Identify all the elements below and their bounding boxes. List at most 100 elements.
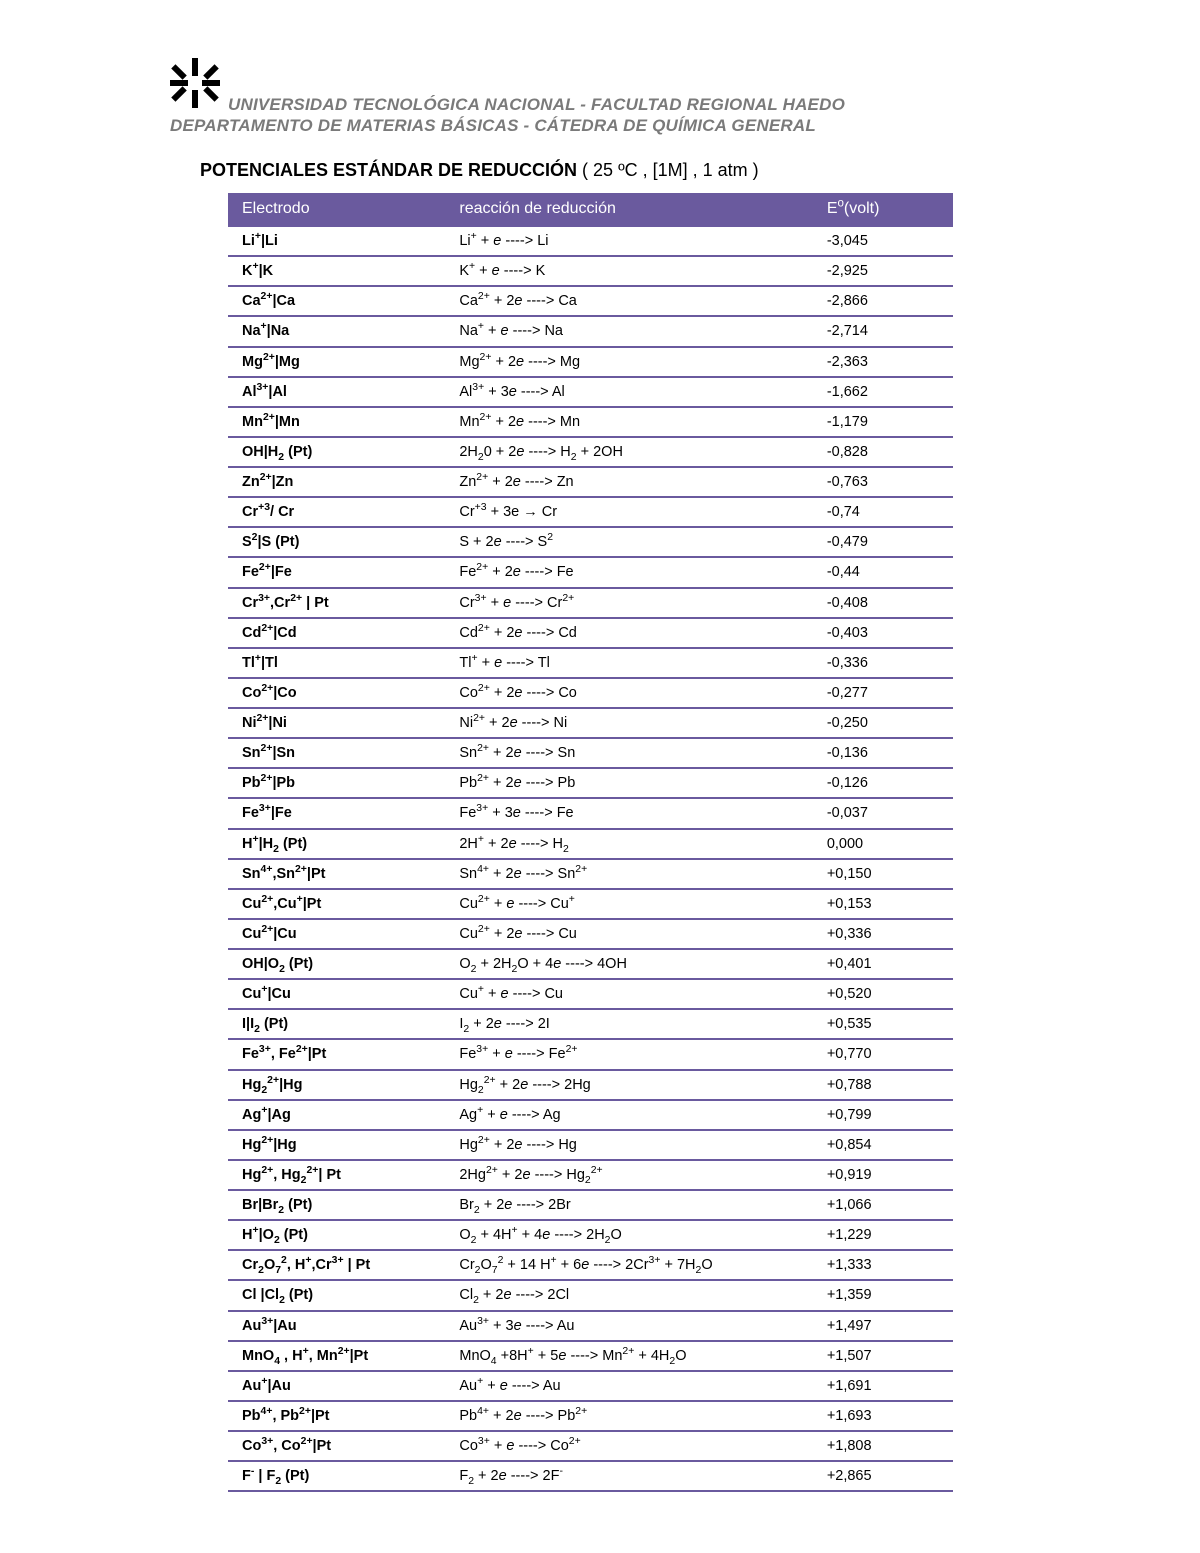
cell-reaction: O2 + 4H+ + 4e ----> 2H2O [445, 1220, 812, 1250]
cell-electrode: Br|Br2 (Pt) [228, 1190, 445, 1220]
table-row: Hg22+|HgHg22+ + 2e ----> 2Hg+0,788 [228, 1070, 953, 1100]
cell-electrode: Na+|Na [228, 316, 445, 346]
table-row: Hg2+, Hg22+| Pt2Hg2+ + 2e ----> Hg22++0,… [228, 1160, 953, 1190]
cell-potential: +1,507 [813, 1341, 953, 1371]
cell-electrode: K+|K [228, 256, 445, 286]
cell-reaction: 2Hg2+ + 2e ----> Hg22+ [445, 1160, 812, 1190]
cell-electrode: Cr3+,Cr2+ | Pt [228, 588, 445, 618]
cell-potential: 0,000 [813, 829, 953, 859]
cell-reaction: 2H+ + 2e ----> H2 [445, 829, 812, 859]
cell-reaction: Na+ + e ----> Na [445, 316, 812, 346]
cell-reaction: Sn4+ + 2e ----> Sn2+ [445, 859, 812, 889]
cell-electrode: Co3+, Co2+|Pt [228, 1431, 445, 1461]
cell-potential: -0,136 [813, 738, 953, 768]
cell-potential: -0,408 [813, 588, 953, 618]
cell-electrode: Al3+|Al [228, 377, 445, 407]
cell-reaction: Ni2+ + 2e ----> Ni [445, 708, 812, 738]
cell-potential: -2,714 [813, 316, 953, 346]
cell-electrode: Pb4+, Pb2+|Pt [228, 1401, 445, 1431]
table-row: Pb4+, Pb2+|PtPb4+ + 2e ----> Pb2++1,693 [228, 1401, 953, 1431]
cell-potential: -0,479 [813, 527, 953, 557]
cell-reaction: Co2+ + 2e ----> Co [445, 678, 812, 708]
cell-reaction: Mg2+ + 2e ----> Mg [445, 347, 812, 377]
cell-reaction: Tl+ + e ----> Tl [445, 648, 812, 678]
table-row: Ag+|AgAg+ + e ----> Ag+0,799 [228, 1100, 953, 1130]
cell-reaction: Ca2+ + 2e ----> Ca [445, 286, 812, 316]
potentials-table: Electrodo reacción de reducción Eo(volt)… [228, 193, 953, 1492]
cell-electrode: Cd2+|Cd [228, 618, 445, 648]
cell-electrode: Sn4+,Sn2+|Pt [228, 859, 445, 889]
header-line1: UNIVERSIDAD TECNOLÓGICA NACIONAL - FACUL… [228, 95, 845, 114]
cell-potential: +0,919 [813, 1160, 953, 1190]
cell-potential: +0,770 [813, 1039, 953, 1069]
cell-reaction: Ag+ + e ----> Ag [445, 1100, 812, 1130]
cell-potential: -0,126 [813, 768, 953, 798]
col-header-electrode: Electrodo [228, 193, 445, 226]
cell-electrode: Co2+|Co [228, 678, 445, 708]
table-body: Li+|LiLi+ + e ----> Li-3,045K+|KK+ + e -… [228, 226, 953, 1491]
col-header-potential: Eo(volt) [813, 193, 953, 226]
cell-reaction: Hg22+ + 2e ----> 2Hg [445, 1070, 812, 1100]
table-row: Co3+, Co2+|PtCo3+ + e ----> Co2++1,808 [228, 1431, 953, 1461]
cell-reaction: Sn2+ + 2e ----> Sn [445, 738, 812, 768]
cell-potential: -0,74 [813, 497, 953, 527]
cell-reaction: MnO4 +8H+ + 5e ----> Mn2+ + 4H2O [445, 1341, 812, 1371]
table-row: Ca2+|CaCa2+ + 2e ----> Ca-2,866 [228, 286, 953, 316]
cell-reaction: Cr2O72 + 14 H+ + 6e ----> 2Cr3+ + 7H2O [445, 1250, 812, 1280]
cell-potential: +0,520 [813, 979, 953, 1009]
cell-potential: +1,808 [813, 1431, 953, 1461]
cell-reaction: Cu2+ + 2e ----> Cu [445, 919, 812, 949]
utn-logo-icon [168, 56, 222, 115]
cell-reaction: K+ + e ----> K [445, 256, 812, 286]
cell-reaction: Zn2+ + 2e ----> Zn [445, 467, 812, 497]
cell-electrode: Sn2+|Sn [228, 738, 445, 768]
cell-electrode: Fe2+|Fe [228, 557, 445, 587]
table-row: Cu+|CuCu+ + e ----> Cu+0,520 [228, 979, 953, 1009]
cell-potential: -0,763 [813, 467, 953, 497]
table-row: Fe3+, Fe2+|PtFe3+ + e ----> Fe2++0,770 [228, 1039, 953, 1069]
cell-electrode: H+|O2 (Pt) [228, 1220, 445, 1250]
table-row: Cr3+,Cr2+ | PtCr3+ + e ----> Cr2+-0,408 [228, 588, 953, 618]
cell-reaction: S + 2e ----> S2 [445, 527, 812, 557]
table-header-row: Electrodo reacción de reducción Eo(volt) [228, 193, 953, 226]
cell-reaction: Co3+ + e ----> Co2+ [445, 1431, 812, 1461]
table-row: H+|H2 (Pt)2H+ + 2e ----> H20,000 [228, 829, 953, 859]
cell-electrode: Cu2+,Cu+|Pt [228, 889, 445, 919]
cell-electrode: S2|S (Pt) [228, 527, 445, 557]
cell-electrode: Hg2+, Hg22+| Pt [228, 1160, 445, 1190]
table-row: Cd2+|CdCd2+ + 2e ----> Cd-0,403 [228, 618, 953, 648]
cell-potential: +0,535 [813, 1009, 953, 1039]
cell-reaction: Li+ + e ----> Li [445, 226, 812, 256]
cell-electrode: Zn2+|Zn [228, 467, 445, 497]
table-row: Au+|AuAu+ + e ----> Au+1,691 [228, 1371, 953, 1401]
cell-reaction: Cu2+ + e ----> Cu+ [445, 889, 812, 919]
cell-electrode: Hg22+|Hg [228, 1070, 445, 1100]
cell-electrode: Fe3+, Fe2+|Pt [228, 1039, 445, 1069]
table-row: Cu2+,Cu+|PtCu2+ + e ----> Cu++0,153 [228, 889, 953, 919]
cell-electrode: Cl |Cl2 (Pt) [228, 1280, 445, 1310]
cell-potential: -2,866 [813, 286, 953, 316]
cell-potential: +0,854 [813, 1130, 953, 1160]
cell-electrode: Au3+|Au [228, 1311, 445, 1341]
cell-potential: -0,336 [813, 648, 953, 678]
cell-potential: +1,066 [813, 1190, 953, 1220]
cell-electrode: Au+|Au [228, 1371, 445, 1401]
table-row: Au3+|AuAu3+ + 3e ----> Au+1,497 [228, 1311, 953, 1341]
table-row: Ni2+|NiNi2+ + 2e ----> Ni-0,250 [228, 708, 953, 738]
cell-potential: -2,925 [813, 256, 953, 286]
table-row: Sn2+|SnSn2+ + 2e ----> Sn-0,136 [228, 738, 953, 768]
table-row: Zn2+|ZnZn2+ + 2e ----> Zn-0,763 [228, 467, 953, 497]
header-block: UNIVERSIDAD TECNOLÓGICA NACIONAL - FACUL… [170, 56, 1030, 136]
cell-reaction: F2 + 2e ----> 2F- [445, 1461, 812, 1491]
table-row: Al3+|AlAl3+ + 3e ----> Al-1,662 [228, 377, 953, 407]
cell-electrode: Cr2O72, H+,Cr3+ | Pt [228, 1250, 445, 1280]
cell-reaction: Hg2+ + 2e ----> Hg [445, 1130, 812, 1160]
cell-reaction: Fe3+ + 3e ----> Fe [445, 798, 812, 828]
table-row: Cu2+|CuCu2+ + 2e ----> Cu+0,336 [228, 919, 953, 949]
cell-reaction: Cl2 + 2e ----> 2Cl [445, 1280, 812, 1310]
cell-potential: -0,037 [813, 798, 953, 828]
cell-potential: -3,045 [813, 226, 953, 256]
cell-potential: -0,277 [813, 678, 953, 708]
cell-electrode: Tl+|Tl [228, 648, 445, 678]
cell-electrode: Mn2+|Mn [228, 407, 445, 437]
